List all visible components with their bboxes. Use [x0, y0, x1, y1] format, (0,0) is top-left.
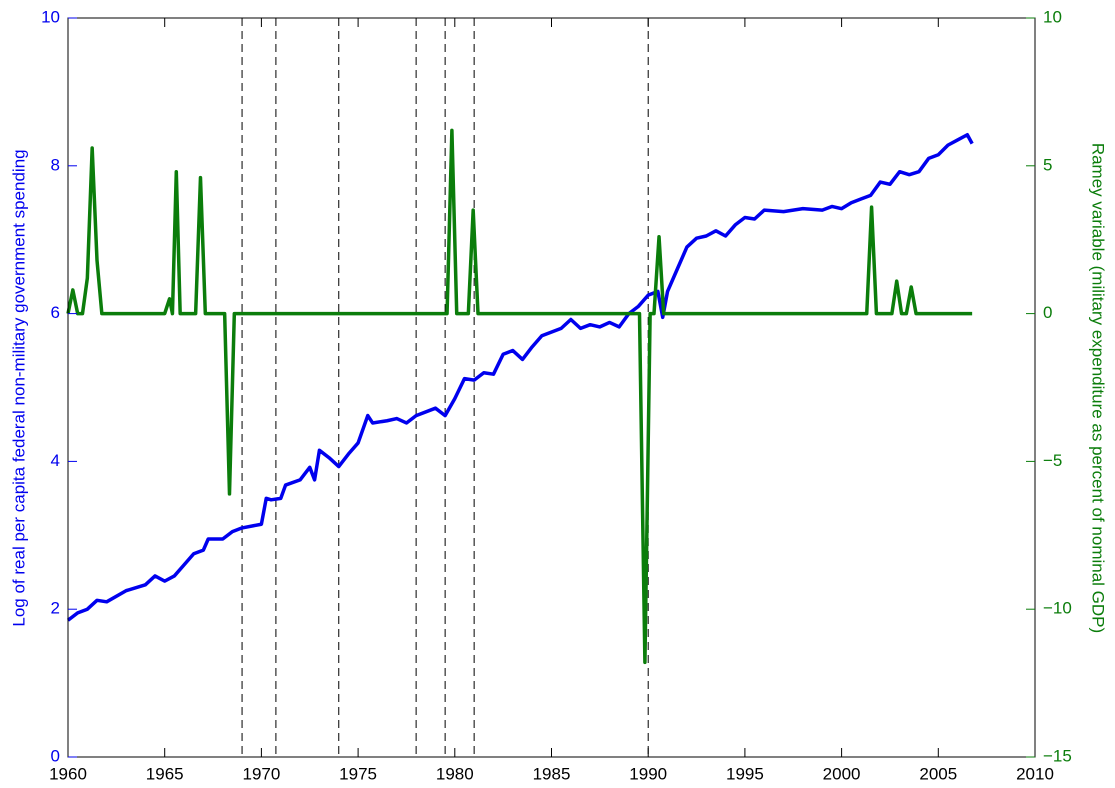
y-tick-label: 4 — [51, 451, 60, 470]
y-tick-label: 2 — [51, 599, 60, 618]
y-tick-label: 6 — [51, 303, 60, 322]
plot-layer — [66, 18, 974, 757]
y2-tick-label: 10 — [1043, 7, 1062, 26]
plot-area — [68, 18, 1035, 757]
x-tick-label: 1960 — [49, 764, 87, 783]
y-axis-label: Log of real per capita federal non-milit… — [9, 149, 28, 626]
y-tick-label: 10 — [41, 7, 60, 26]
x-tick-label: 2005 — [919, 764, 957, 783]
y-tick-label: 8 — [51, 155, 60, 174]
x-tick-label: 1975 — [339, 764, 377, 783]
y2-tick-label: 5 — [1043, 155, 1052, 174]
x-tick-label: 1980 — [436, 764, 474, 783]
y2-tick-label: −15 — [1043, 746, 1072, 765]
y2-tick-label: −5 — [1043, 451, 1062, 470]
series-line — [66, 128, 973, 665]
x-tick-label: 1965 — [146, 764, 184, 783]
y2-axis-label: Ramey variable (military expenditure as … — [1089, 143, 1108, 633]
x-tick-label: 1990 — [629, 764, 667, 783]
x-tick-label: 2010 — [1016, 764, 1054, 783]
series-line — [66, 133, 974, 622]
y2-tick-label: 0 — [1043, 303, 1052, 322]
x-tick-label: 1985 — [533, 764, 571, 783]
y-tick-label: 0 — [51, 746, 60, 765]
x-tick-label: 2000 — [823, 764, 861, 783]
x-tick-label: 1995 — [726, 764, 764, 783]
x-tick-label: 1970 — [242, 764, 280, 783]
y2-tick-label: −10 — [1043, 599, 1072, 618]
